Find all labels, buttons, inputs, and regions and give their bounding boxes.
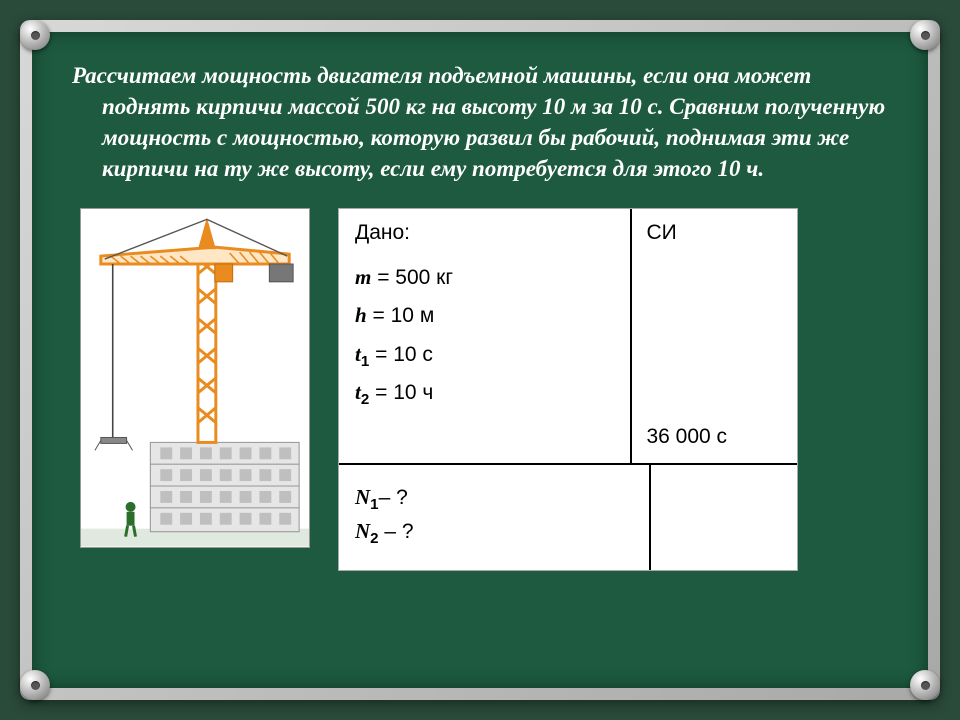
crane-illustration: [80, 208, 310, 548]
given-header: Дано:: [355, 221, 614, 245]
find-row: N1– ?: [355, 485, 633, 513]
given-row: h = 10 м: [355, 303, 614, 331]
problem-statement: Рассчитаем мощность двигателя подъемной …: [72, 60, 888, 184]
find-row: N2 – ?: [355, 519, 633, 547]
corner-clip-icon: [910, 670, 940, 700]
find-column: N1– ? N2 – ?: [339, 465, 651, 569]
content-row: Дано: m = 500 кг h = 10 м t1 = 10 с: [72, 208, 888, 570]
corner-clip-icon: [20, 670, 50, 700]
corner-clip-icon: [910, 20, 940, 50]
given-row: m = 500 кг: [355, 265, 614, 293]
whiteboard-frame: Рассчитаем мощность двигателя подъемной …: [20, 20, 940, 700]
given-row: t2 = 10 ч: [355, 380, 614, 408]
given-row: t1 = 10 с: [355, 342, 614, 370]
given-table: Дано: m = 500 кг h = 10 м t1 = 10 с: [338, 208, 798, 570]
given-column: Дано: m = 500 кг h = 10 м t1 = 10 с: [339, 209, 632, 463]
si-value: 36 000 с: [646, 425, 783, 449]
si-header: СИ: [646, 221, 783, 245]
crane-icon: [81, 209, 309, 547]
corner-clip-icon: [20, 20, 50, 50]
find-si-column: [651, 465, 797, 569]
si-column: СИ 36 000 с: [632, 209, 797, 463]
chalkboard: Рассчитаем мощность двигателя подъемной …: [32, 32, 928, 688]
